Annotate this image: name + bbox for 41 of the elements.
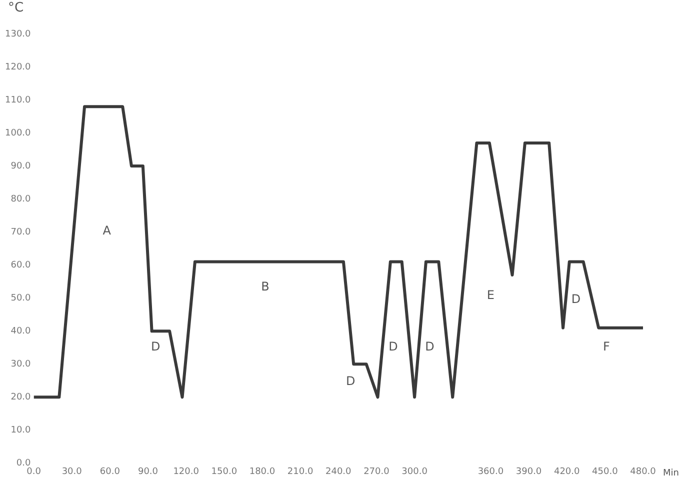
x-tick-label: 420.0 — [554, 466, 580, 477]
annotation: F — [602, 339, 610, 354]
x-tick-label: 240.0 — [326, 466, 352, 477]
y-tick-label: 120.0 — [5, 62, 32, 72]
y-axis-title: °C — [8, 0, 24, 16]
y-tick-label: 90.0 — [10, 161, 32, 172]
annotation: E — [486, 288, 494, 302]
y-tick-label: 60.0 — [10, 260, 32, 270]
x-tick-label: 90.0 — [138, 466, 158, 477]
x-tick-label: 60.0 — [100, 466, 120, 477]
x-axis-title: Min — [663, 468, 679, 478]
x-tick-label: 480.0 — [630, 466, 656, 477]
x-tick-label: 390.0 — [516, 466, 542, 477]
y-tick-label: 110.0 — [5, 95, 32, 106]
y-tick-label: 70.0 — [10, 227, 32, 238]
y-tick-label: 80.0 — [10, 194, 32, 204]
x-tick-label: 0.0 — [26, 466, 42, 477]
x-tick-label: 300.0 — [402, 466, 428, 477]
x-tick-label: 270.0 — [364, 466, 390, 477]
annotation: D — [388, 339, 398, 354]
annotation: D — [150, 339, 160, 354]
y-tick-label: 0.0 — [16, 458, 32, 469]
y-tick-label: 30.0 — [10, 360, 32, 370]
annotation: D — [346, 374, 356, 388]
annotation: D — [425, 339, 434, 354]
x-tick-label: 180.0 — [249, 466, 276, 477]
annotation: B — [261, 279, 270, 294]
x-tick-label: 360.0 — [478, 466, 504, 477]
y-tick-label: 100.0 — [5, 128, 32, 138]
x-tick-label: 150.0 — [211, 466, 238, 477]
x-tick-label: 120.0 — [173, 466, 200, 477]
y-tick-label: 130.0 — [5, 29, 32, 40]
y-tick-label: 50.0 — [10, 293, 32, 304]
y-tick-label: 10.0 — [10, 426, 32, 436]
x-tick-label: 450.0 — [592, 466, 618, 477]
annotation: D — [571, 292, 581, 306]
annotation: A — [102, 224, 112, 238]
x-tick-label: 30.0 — [62, 466, 82, 477]
y-tick-label: 40.0 — [10, 326, 32, 336]
y-tick-label: 20.0 — [10, 392, 32, 403]
x-tick-label: 210.0 — [287, 466, 314, 477]
